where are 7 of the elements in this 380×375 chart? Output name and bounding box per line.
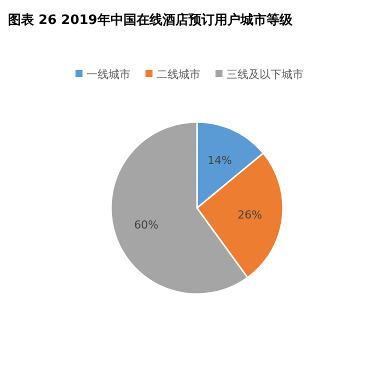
data-label: 60% xyxy=(134,218,159,232)
data-label: 14% xyxy=(207,154,232,167)
legend-label: 二线城市 xyxy=(156,68,200,81)
legend-label: 一线城市 xyxy=(86,68,130,81)
data-label: 26% xyxy=(238,208,262,222)
legend-label: 三线及以下城市 xyxy=(226,68,304,81)
chart-title: 图表 26 2019年中国在线酒店预订用户城市等级 xyxy=(8,12,294,28)
